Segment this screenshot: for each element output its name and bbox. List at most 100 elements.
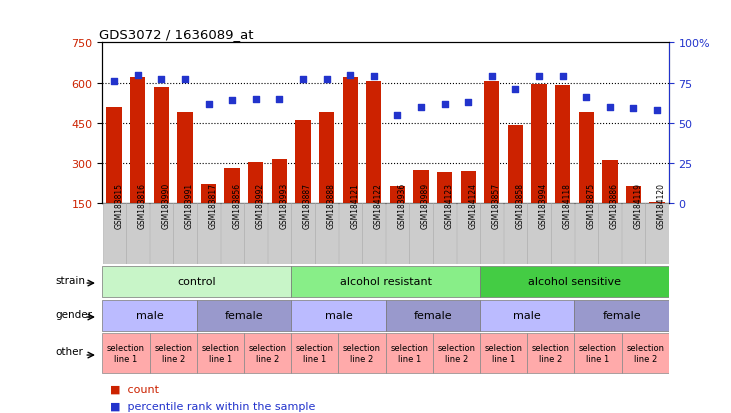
Point <box>368 74 379 80</box>
FancyBboxPatch shape <box>386 300 480 331</box>
Bar <box>602 161 618 204</box>
Text: alcohol resistant: alcohol resistant <box>340 277 431 287</box>
Point <box>463 100 474 106</box>
Point <box>273 96 285 103</box>
FancyBboxPatch shape <box>268 204 291 265</box>
Text: GSM184120: GSM184120 <box>657 183 666 228</box>
FancyBboxPatch shape <box>457 204 480 265</box>
FancyBboxPatch shape <box>480 300 575 331</box>
Point <box>628 106 640 112</box>
Bar <box>366 82 382 204</box>
Text: gender: gender <box>56 309 93 319</box>
Point <box>510 87 521 93</box>
FancyBboxPatch shape <box>102 333 150 373</box>
Point <box>486 74 498 80</box>
Point <box>202 101 214 107</box>
Bar <box>272 159 287 204</box>
FancyBboxPatch shape <box>575 300 669 331</box>
Text: selection
line 1: selection line 1 <box>579 344 617 363</box>
Text: GSM183989: GSM183989 <box>421 183 430 228</box>
Bar <box>437 173 452 204</box>
Text: GSM183993: GSM183993 <box>279 183 288 228</box>
FancyBboxPatch shape <box>433 204 456 265</box>
Text: female: female <box>602 311 641 320</box>
FancyBboxPatch shape <box>221 204 243 265</box>
Text: selection
line 2: selection line 2 <box>343 344 381 363</box>
Point <box>344 72 356 79</box>
Text: GSM183816: GSM183816 <box>137 183 147 228</box>
Point <box>297 77 308 83</box>
Bar <box>578 113 594 204</box>
FancyBboxPatch shape <box>291 266 480 297</box>
Text: strain: strain <box>56 275 86 285</box>
Bar <box>130 78 145 204</box>
FancyBboxPatch shape <box>197 300 291 331</box>
FancyBboxPatch shape <box>244 204 268 265</box>
Point <box>392 112 404 119</box>
Text: male: male <box>325 311 352 320</box>
Bar <box>484 82 499 204</box>
FancyBboxPatch shape <box>197 333 244 373</box>
Point <box>557 74 569 80</box>
Text: other: other <box>56 346 83 356</box>
Point <box>415 104 427 111</box>
Bar <box>413 170 428 204</box>
Text: selection
line 1: selection line 1 <box>107 344 145 363</box>
Point <box>227 98 238 104</box>
Text: GSM183888: GSM183888 <box>327 183 336 228</box>
FancyBboxPatch shape <box>338 333 386 373</box>
Point <box>604 104 616 111</box>
Bar <box>390 186 405 204</box>
FancyBboxPatch shape <box>575 333 621 373</box>
FancyBboxPatch shape <box>102 266 291 297</box>
Text: GSM183815: GSM183815 <box>114 183 123 228</box>
Point <box>580 95 592 101</box>
FancyBboxPatch shape <box>150 333 197 373</box>
Text: selection
line 2: selection line 2 <box>249 344 287 363</box>
Bar <box>224 169 240 204</box>
Text: GSM184123: GSM184123 <box>444 183 454 228</box>
Bar <box>295 121 311 204</box>
FancyBboxPatch shape <box>102 204 126 265</box>
Bar <box>626 186 641 204</box>
FancyBboxPatch shape <box>622 204 645 265</box>
Bar <box>107 107 122 204</box>
Text: ■  percentile rank within the sample: ■ percentile rank within the sample <box>110 401 315 411</box>
FancyBboxPatch shape <box>315 204 338 265</box>
FancyBboxPatch shape <box>197 204 220 265</box>
Text: selection
line 1: selection line 1 <box>201 344 239 363</box>
Text: GSM183991: GSM183991 <box>185 183 194 228</box>
FancyBboxPatch shape <box>480 333 527 373</box>
Bar <box>555 86 570 204</box>
Text: GSM183858: GSM183858 <box>515 183 524 228</box>
FancyBboxPatch shape <box>480 204 504 265</box>
FancyBboxPatch shape <box>527 333 575 373</box>
FancyBboxPatch shape <box>575 204 598 265</box>
FancyBboxPatch shape <box>244 333 291 373</box>
Text: GSM184121: GSM184121 <box>350 183 359 228</box>
Bar <box>531 85 547 204</box>
FancyBboxPatch shape <box>338 204 362 265</box>
Text: GSM184122: GSM184122 <box>374 183 383 228</box>
Point <box>651 107 663 114</box>
Point <box>250 96 262 103</box>
Text: female: female <box>224 311 263 320</box>
Text: GSM183990: GSM183990 <box>162 183 170 228</box>
Point <box>533 74 545 80</box>
Text: GSM183887: GSM183887 <box>303 183 312 228</box>
Bar <box>508 126 523 204</box>
Text: GSM183875: GSM183875 <box>586 183 595 228</box>
Text: selection
line 1: selection line 1 <box>296 344 334 363</box>
Text: GSM183886: GSM183886 <box>610 183 619 228</box>
Text: GSM184118: GSM184118 <box>563 183 572 228</box>
Bar <box>178 113 193 204</box>
Text: female: female <box>414 311 452 320</box>
Point <box>132 72 143 79</box>
Text: GSM183936: GSM183936 <box>398 183 406 228</box>
Text: GSM183856: GSM183856 <box>232 183 241 228</box>
Point <box>179 77 191 83</box>
Bar <box>343 78 358 204</box>
FancyBboxPatch shape <box>292 204 314 265</box>
FancyBboxPatch shape <box>291 300 386 331</box>
Text: selection
line 1: selection line 1 <box>390 344 428 363</box>
